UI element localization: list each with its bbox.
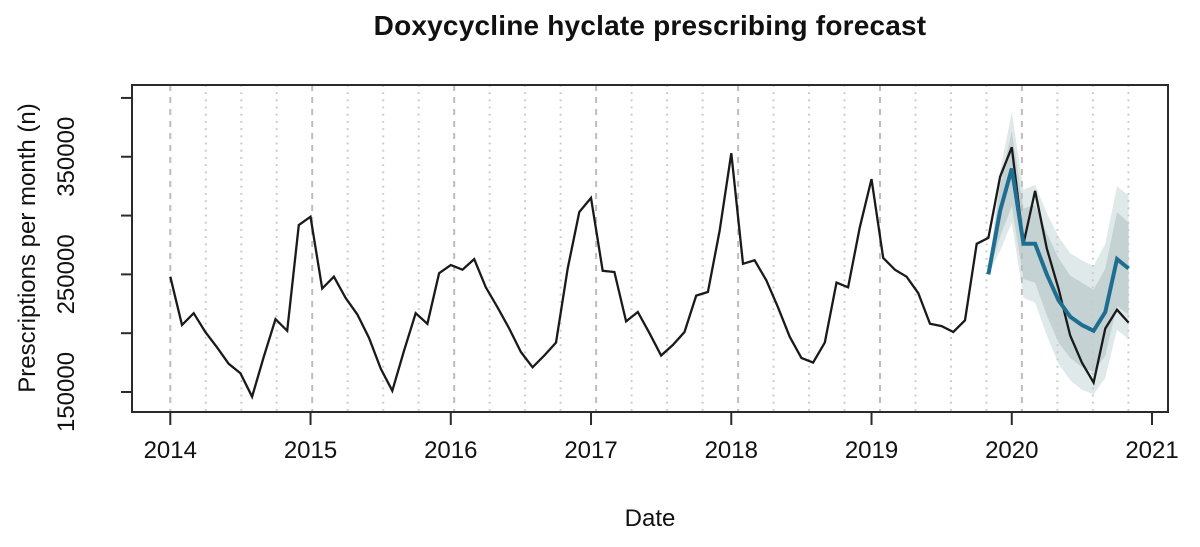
- y-tick-label: 250000: [53, 234, 80, 314]
- x-tick-label: 2017: [564, 437, 617, 464]
- x-tick-label: 2020: [985, 437, 1038, 464]
- plot-box: [131, 84, 1169, 413]
- inner-confidence-band: [988, 130, 1129, 372]
- forecast-line: [986, 167, 1130, 334]
- x-tick-label: 2018: [705, 437, 758, 464]
- chart-title: Doxycycline hyclate prescribing forecast: [373, 10, 927, 41]
- observed-prescriptions-line: [169, 146, 1130, 400]
- y-tick-label: 350000: [53, 117, 80, 197]
- x-tick-label: 2014: [144, 437, 197, 464]
- plot-inner: [169, 85, 1130, 412]
- x-tick-label: 2019: [845, 437, 898, 464]
- x-axis-title: Date: [624, 505, 676, 532]
- y-tick-label: 150000: [53, 352, 80, 432]
- x-tick-label: 2021: [1125, 437, 1178, 464]
- x-tick-label: 2015: [284, 437, 337, 464]
- x-tick-label: 2016: [424, 437, 477, 464]
